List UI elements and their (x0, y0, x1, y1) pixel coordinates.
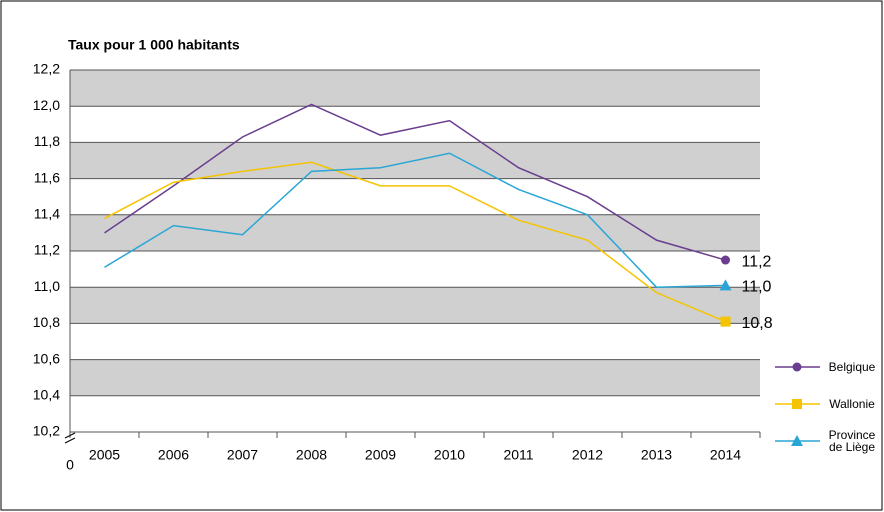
y-tick-label: 12,2 (33, 61, 60, 77)
legend-label: Belgique (828, 360, 876, 374)
y-tick-label: 10,2 (33, 423, 60, 439)
x-tick-label: 2006 (158, 447, 189, 463)
end-marker (720, 316, 731, 327)
y-tick-label: 11,8 (34, 133, 60, 149)
x-tick-label: 2009 (365, 447, 396, 463)
x-tick-label: 2013 (641, 447, 672, 463)
axis-break (64, 432, 76, 444)
grid-band (70, 251, 760, 288)
x-tick-label: 2007 (227, 447, 258, 463)
y-tick-label: 10,8 (33, 314, 60, 330)
end-marker (721, 255, 730, 265)
y-tick-label: 11,4 (34, 206, 60, 222)
legend-marker (792, 362, 802, 372)
legend-marker (792, 399, 802, 409)
end-label: 11,0 (742, 279, 772, 296)
grid-band (70, 395, 760, 432)
grid-band (70, 323, 760, 360)
chart-title: Taux pour 1 000 habitants (68, 37, 240, 53)
x-tick-label: 2005 (89, 447, 120, 463)
series-line (104, 161, 726, 323)
grid-band (70, 178, 760, 215)
grid-band (70, 70, 760, 107)
x-tick-label: 2011 (503, 447, 533, 463)
y-tick-label: 10,4 (33, 387, 60, 403)
series-line (104, 152, 726, 288)
series-line (104, 103, 726, 261)
end-label: 11,2 (742, 253, 772, 270)
grid-band (70, 359, 760, 396)
axis-break-label: 0 (66, 457, 74, 473)
legend-label: Province de Liège (828, 428, 876, 454)
x-tick-label: 2012 (572, 447, 603, 463)
legend-label: Wallonie (829, 397, 875, 411)
legend-marker (791, 435, 803, 446)
end-marker (719, 279, 732, 291)
y-tick-label: 12,0 (33, 97, 60, 113)
y-tick-label: 11,0 (34, 278, 60, 294)
x-tick-label: 2008 (296, 447, 327, 463)
grid-band (70, 214, 760, 251)
x-tick-label: 2014 (710, 447, 741, 463)
y-tick-label: 11,6 (34, 169, 60, 185)
end-label: 10,8 (742, 315, 773, 332)
x-tick-label: 2010 (434, 447, 465, 463)
grid-band (70, 106, 760, 143)
y-tick-label: 10,6 (33, 350, 60, 366)
y-tick-label: 11,2 (34, 242, 60, 258)
grid-band (70, 287, 760, 324)
